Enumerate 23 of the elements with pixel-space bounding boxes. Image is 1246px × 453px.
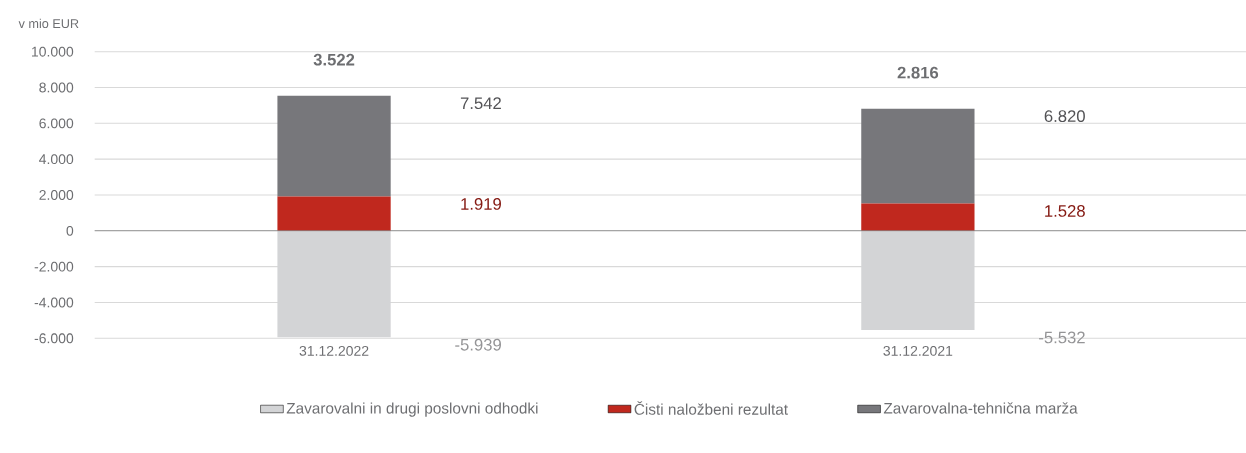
y-tick-label: -4.000 [34,297,74,308]
annotation: -5.532 [1039,331,1085,344]
legend-label: Zavarovalni in drugi poslovni odhodki [286,402,538,417]
annotation: 3.522 [313,53,355,66]
x-tick-label: 31.12.2022 [299,345,369,356]
y-tick-label: 2.000 [39,190,74,200]
y-tick-label: 0 [66,225,74,236]
annotation: 1.919 [461,198,501,210]
legend-label: Zavarovalna-tehnična marža [883,402,1078,414]
x-tick-label: 31.12.2021 [883,345,953,356]
legend-label: Čisti naložbeni rezultat [634,401,788,415]
y-axis-title: v mio EUR [18,18,79,29]
annotation: 6.820 [1044,110,1085,123]
annotation: 1.528 [1045,205,1085,217]
y-tick-label: 8.000 [39,82,74,93]
y-tick-label: 6.000 [39,118,74,129]
y-tick-label: 4.000 [39,154,74,165]
annotation: 7.542 [460,97,501,110]
y-tick-label: -2.000 [34,261,74,272]
y-tick-label: 10.000 [32,46,74,57]
y-tick-label: -6.000 [34,333,74,344]
annotation: 2.816 [897,66,939,79]
text: -5.939 [455,338,501,351]
